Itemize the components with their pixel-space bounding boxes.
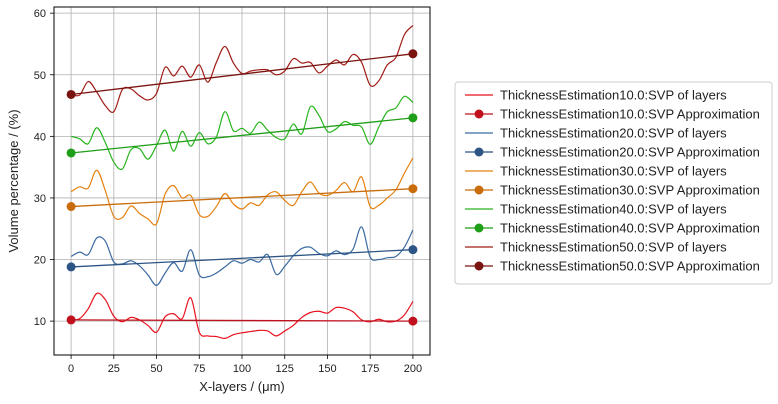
legend-label: ThicknessEstimation10.0:SVP Approximatio… [500,107,760,122]
approximation-line [71,319,413,322]
approximation-point [66,89,76,99]
y-tick-label: 50 [34,70,46,82]
legend-label: ThicknessEstimation20.0:SVP of layers [500,126,727,141]
approximation-point [66,262,76,272]
approximation-point [66,202,76,212]
series-layer [66,25,418,339]
approximation-line [71,53,413,96]
y-tick-label: 40 [34,131,46,143]
approximation-point [408,184,418,194]
approximation-point [66,148,76,158]
legend-label: ThicknessEstimation40.0:SVP Approximatio… [500,221,760,236]
legend-item: ThicknessEstimation30.0:SVP of layers [465,164,727,179]
x-tick-label: 200 [404,363,422,375]
grid [54,7,430,355]
approximation-point [408,113,418,123]
x-tick-label: 25 [108,363,120,375]
legend-swatch-marker [474,261,484,271]
approximation-point [66,315,76,325]
series-line [71,292,414,339]
legend-item: ThicknessEstimation20.0:SVP of layers [465,126,727,141]
legend-item: ThicknessEstimation50.0:SVP of layers [465,240,727,255]
legend-item: ThicknessEstimation40.0:SVP of layers [465,202,727,217]
approximation-point [408,245,418,255]
legend-item: ThicknessEstimation10.0:SVP of layers [465,88,727,103]
legend-label: ThicknessEstimation20.0:SVP Approximatio… [500,145,760,160]
approximation-line [71,249,413,268]
x-tick-label: 125 [276,363,294,375]
legend-label: ThicknessEstimation50.0:SVP of layers [500,240,727,255]
legend-item: ThicknessEstimation30.0:SVP Approximatio… [465,183,760,198]
series-5 [70,157,414,226]
series-8 [66,113,418,158]
approximation-line [71,117,413,154]
legend-swatch-marker [474,147,484,157]
series-line [70,157,414,226]
series-4 [66,245,418,272]
x-tick-label: 150 [318,363,336,375]
legend-item: ThicknessEstimation20.0:SVP Approximatio… [465,145,760,160]
y-axis-label: Volume percentage / (%) [6,109,21,252]
x-axis-label: X-layers / (μm) [199,379,285,394]
approximation-point [408,316,418,326]
axis-ticks: 0 25 50 75 100 125 150 175 200 10 20 30 40 50 60 [34,8,422,375]
series-3 [70,226,414,286]
approximation-point [408,49,418,59]
series-10 [66,49,418,99]
legend-swatch-marker [474,185,484,195]
series-7 [70,95,414,171]
series-6 [66,184,418,212]
x-tick-label: 175 [361,363,379,375]
y-tick-label: 30 [34,193,46,205]
legend-item: ThicknessEstimation10.0:SVP Approximatio… [465,107,760,122]
y-tick-label: 60 [34,8,46,20]
approximation-line [71,188,413,208]
legend-item: ThicknessEstimation50.0:SVP Approximatio… [465,259,760,274]
legend-label: ThicknessEstimation30.0:SVP Approximatio… [500,183,760,198]
x-tick-label: 75 [193,363,205,375]
legend: ThicknessEstimation10.0:SVP of layers Thi… [454,81,773,285]
y-tick-label: 10 [34,316,46,328]
legend-box [454,81,773,285]
series-1 [71,292,414,339]
legend-label: ThicknessEstimation10.0:SVP of layers [500,88,727,103]
legend-label: ThicknessEstimation30.0:SVP of layers [500,164,727,179]
legend-label: ThicknessEstimation50.0:SVP Approximatio… [500,259,760,274]
y-tick-label: 20 [34,255,46,267]
series-line [70,226,414,286]
legend-label: ThicknessEstimation40.0:SVP of layers [500,202,727,217]
x-tick-label: 0 [68,363,74,375]
legend-swatch-marker [474,109,484,119]
x-tick-label: 100 [233,363,251,375]
series-line [70,95,414,171]
series-2 [66,315,418,326]
legend-item: ThicknessEstimation40.0:SVP Approximatio… [465,221,760,236]
x-tick-label: 50 [150,363,162,375]
legend-swatch-marker [474,223,484,233]
